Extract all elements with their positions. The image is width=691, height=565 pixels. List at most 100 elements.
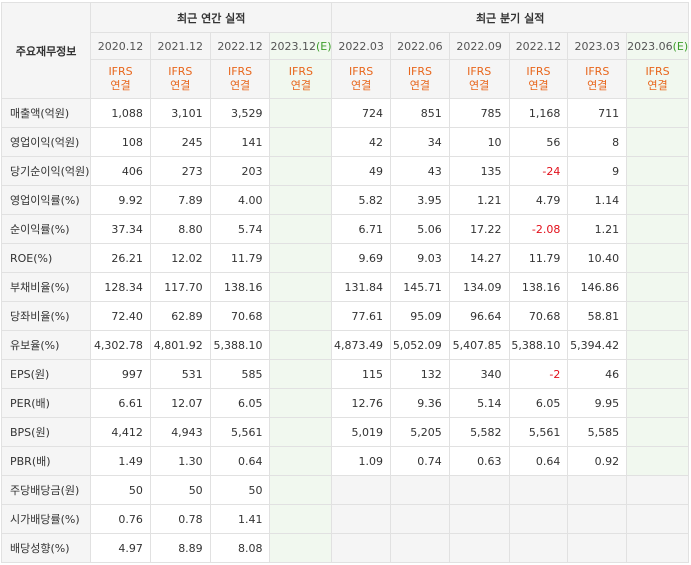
quarter-period-header: 2023.03: [567, 32, 628, 60]
accounting-standard: IFRS 연결: [209, 59, 271, 99]
quarter-value-cell: [626, 475, 689, 505]
quarter-value-cell: [567, 504, 628, 534]
standard-consolidated: 연결: [229, 79, 251, 92]
quarter-value-cell: [626, 127, 689, 157]
row-label: 유보율(%): [0, 330, 92, 360]
period-label: 2021.12: [157, 39, 204, 53]
annual-period-header: 2020.12: [90, 32, 151, 60]
annual-value-cell: [269, 359, 333, 389]
period-label: 2022.12: [217, 39, 263, 53]
quarter-value-cell: 6.05: [508, 388, 569, 418]
quarter-value-cell: 131.84: [331, 272, 392, 302]
quarter-value-cell: 12.76: [331, 388, 392, 418]
annual-value-cell: 7.89: [149, 185, 211, 215]
quarter-value-cell: -2: [508, 359, 569, 389]
quarter-value-cell: [508, 533, 569, 563]
quarter-value-cell: 5.82: [331, 185, 392, 215]
standard-consolidated: 연결: [409, 79, 431, 92]
quarter-value-cell: 0.74: [390, 446, 450, 476]
annual-value-cell: 5,561: [209, 417, 271, 447]
standard-consolidated: 연결: [110, 79, 131, 92]
annual-value-cell: 4,943: [149, 417, 211, 447]
quarter-value-cell: [626, 388, 689, 418]
quarter-value-cell: 46: [567, 359, 628, 389]
standard-ifrs: IFRS: [168, 65, 193, 78]
annual-value-cell: [269, 185, 333, 215]
annual-value-cell: [269, 272, 333, 302]
quarter-value-cell: 95.09: [390, 301, 450, 331]
quarter-value-cell: 1.14: [567, 185, 628, 215]
row-label: 주당배당금(원): [0, 475, 92, 505]
annual-value-cell: 62.89: [149, 301, 211, 331]
quarter-value-cell: 5.14: [448, 388, 510, 418]
quarter-value-cell: 5,585: [567, 417, 628, 447]
annual-value-cell: 0.78: [149, 504, 211, 534]
quarter-value-cell: 4.79: [508, 185, 569, 215]
annual-value-cell: 4,412: [90, 417, 151, 447]
quarter-value-cell: 0.92: [567, 446, 628, 476]
quarter-value-cell: [626, 504, 689, 534]
standard-consolidated: 연결: [528, 79, 549, 92]
quarter-period-header: 2022.03: [331, 32, 392, 60]
annual-value-cell: [269, 301, 333, 331]
table-row: 배당성향(%) 4.97 8.89 8.08: [0, 533, 689, 563]
annual-value-cell: 128.34: [90, 272, 151, 302]
annual-value-cell: [269, 98, 333, 128]
annual-value-cell: [269, 533, 333, 563]
standard-consolidated: 연결: [290, 79, 311, 92]
standard-consolidated: 연결: [469, 79, 490, 92]
quarter-value-cell: 9.36: [390, 388, 450, 418]
estimate-mark: (E): [672, 39, 689, 53]
annual-value-cell: 203: [209, 156, 271, 186]
table-row: 당기순이익(억원) 406 273 203 49 43 135 -24 9: [0, 156, 689, 186]
annual-value-cell: 0.76: [90, 504, 151, 534]
standard-consolidated: 연결: [647, 79, 668, 92]
annual-value-cell: 1.41: [209, 504, 271, 534]
quarter-value-cell: 34: [390, 127, 450, 157]
quarter-value-cell: 14.27: [448, 243, 510, 273]
annual-value-cell: 12.07: [149, 388, 211, 418]
annual-value-cell: 6.61: [90, 388, 151, 418]
quarter-value-cell: [626, 533, 689, 563]
quarter-value-cell: 9.95: [567, 388, 628, 418]
annual-value-cell: [269, 330, 333, 360]
quarter-value-cell: 77.61: [331, 301, 392, 331]
table-row: BPS(원) 4,412 4,943 5,561 5,019 5,205 5,582 5,56…: [0, 417, 689, 447]
quarter-value-cell: [448, 475, 510, 505]
quarter-value-cell: 1,168: [508, 98, 569, 128]
quarter-value-cell: 711: [567, 98, 628, 128]
annual-value-cell: [269, 446, 333, 476]
annual-value-cell: 5,388.10: [209, 330, 271, 360]
quarter-value-cell: [567, 533, 628, 563]
annual-value-cell: 11.79: [209, 243, 271, 273]
table-row: 영업이익(억원) 108 245 141 42 34 10 56 8: [0, 127, 689, 157]
annual-period-header: 2022.12: [209, 32, 271, 60]
quarter-value-cell: [331, 533, 392, 563]
row-label: PER(배): [0, 388, 92, 418]
quarter-value-cell: 70.68: [508, 301, 569, 331]
annual-value-cell: 8.89: [149, 533, 211, 563]
row-label: 배당성향(%): [0, 533, 92, 563]
annual-value-cell: 3,529: [209, 98, 271, 128]
quarter-value-cell: 9.03: [390, 243, 450, 273]
row-label: BPS(원): [0, 417, 92, 447]
table-header: 주요재무정보 최근 연간 실적 최근 분기 실적 2020.12 2021.12 2…: [0, 2, 689, 99]
quarter-value-cell: 10.40: [567, 243, 628, 273]
accounting-standard: IFRS 연결: [626, 59, 689, 99]
standard-ifrs: IFRS: [108, 65, 133, 78]
annual-value-cell: [269, 127, 333, 157]
quarter-value-cell: 5,407.85: [448, 330, 510, 360]
annual-value-cell: 4.97: [90, 533, 151, 563]
annual-value-cell: 26.21: [90, 243, 151, 273]
quarter-title: 최근 분기 실적: [331, 2, 689, 33]
annual-value-cell: 4,801.92: [149, 330, 211, 360]
standard-ifrs: IFRS: [227, 65, 253, 78]
quarter-value-cell: [626, 330, 689, 360]
corner-label: 주요재무정보: [0, 2, 92, 99]
period-label: 2022.12: [515, 39, 562, 53]
accounting-standard: IFRS 연결: [508, 59, 569, 99]
quarter-value-cell: [508, 475, 569, 505]
quarter-value-cell: [626, 417, 689, 447]
row-label: 당기순이익(억원): [0, 156, 92, 186]
